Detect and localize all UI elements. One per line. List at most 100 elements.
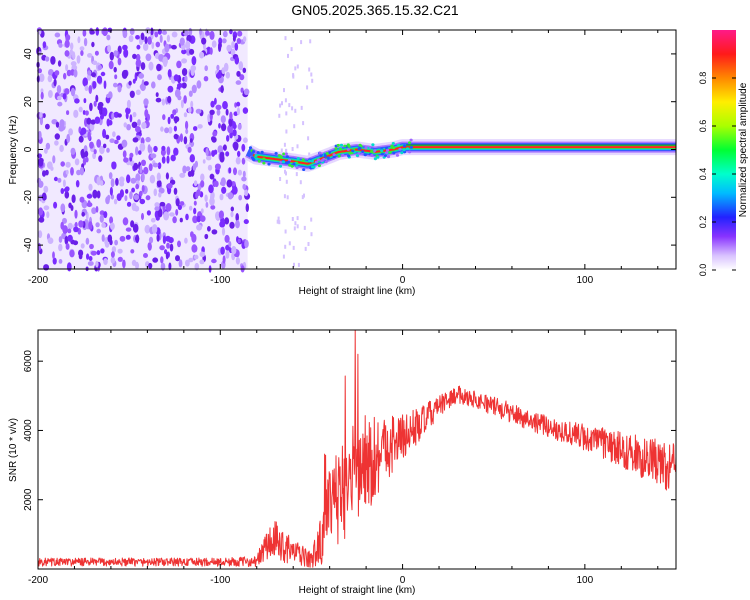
noise-speck <box>100 71 106 77</box>
noise-speck <box>189 154 195 163</box>
noise-speck <box>117 85 122 93</box>
noise-speck <box>54 133 60 140</box>
noise-speck <box>173 187 178 195</box>
noise-speck <box>233 141 239 151</box>
noise-speck <box>83 37 88 47</box>
noise-speck <box>218 42 222 49</box>
noise-speck <box>159 245 165 251</box>
noise-speck <box>92 189 98 199</box>
noise-speck <box>93 100 97 107</box>
noise-speck <box>143 166 149 175</box>
noise-speck <box>205 30 210 36</box>
signal-speck <box>358 146 362 150</box>
colorbar-tick-label: 0.2 <box>698 216 708 229</box>
noise-speck <box>123 122 128 128</box>
faint-streak <box>276 219 279 224</box>
noise-speck <box>113 82 118 88</box>
noise-speck <box>215 104 222 111</box>
noise-speck <box>209 197 215 206</box>
noise-speck <box>78 220 84 228</box>
noise-speck <box>52 155 56 164</box>
faint-streak <box>296 216 299 221</box>
noise-speck <box>81 211 85 217</box>
signal-speck <box>314 160 318 164</box>
noise-speck <box>239 74 245 81</box>
faint-streak <box>294 108 297 113</box>
noise-speck <box>99 180 104 186</box>
noise-speck <box>132 53 137 60</box>
noise-speck <box>147 36 152 44</box>
noise-speck <box>128 35 134 43</box>
signal-speck <box>371 143 375 147</box>
signal-speck <box>339 147 343 151</box>
noise-speck <box>229 111 233 121</box>
signal-speck <box>408 150 412 154</box>
noise-speck <box>237 123 242 130</box>
x-tick-label: -200 <box>28 575 48 586</box>
noise-speck <box>236 70 241 77</box>
colorbar-gradient <box>712 30 736 270</box>
noise-speck <box>130 177 137 184</box>
noise-speck <box>221 123 227 132</box>
noise-speck <box>139 165 143 174</box>
noise-speck <box>77 36 81 44</box>
signal-speck <box>337 154 341 158</box>
noise-speck <box>119 189 124 198</box>
noise-speck <box>100 248 105 254</box>
noise-speck <box>83 98 87 104</box>
faint-streak <box>292 73 295 78</box>
colorbar-label: Normalized spectral amplitude <box>738 82 749 217</box>
noise-speck <box>168 262 172 271</box>
signal-speck <box>319 154 323 158</box>
noise-speck <box>170 154 176 162</box>
noise-speck <box>226 179 233 188</box>
noise-speck <box>65 64 69 72</box>
noise-speck <box>57 177 62 183</box>
noise-speck <box>172 109 177 116</box>
noise-speck <box>220 246 225 255</box>
noise-speck <box>167 116 171 125</box>
colorbar: 0.0 0.2 0.4 0.6 0.8 Normalized spectral ampl… <box>698 30 749 276</box>
noise-speck <box>88 221 93 230</box>
noise-speck <box>64 50 70 57</box>
noise-speck <box>196 224 203 231</box>
noise-speck <box>156 180 162 188</box>
faint-streak <box>285 149 287 154</box>
colorbar-tick-label: 0.4 <box>698 168 708 181</box>
noise-speck <box>42 113 46 119</box>
noise-speck <box>95 260 99 268</box>
signal-speck <box>395 154 400 157</box>
noise-speck <box>145 195 151 201</box>
noise-speck <box>183 136 188 145</box>
noise-speck <box>103 258 108 265</box>
noise-speck <box>71 194 76 203</box>
faint-streak <box>285 179 288 184</box>
noise-speck <box>125 234 131 240</box>
noise-speck <box>178 259 183 268</box>
noise-speck <box>225 250 230 259</box>
faint-streak <box>293 226 296 231</box>
faint-streak <box>296 144 299 149</box>
noise-speck <box>67 228 72 234</box>
noise-speck <box>46 161 53 169</box>
noise-speck <box>242 107 249 114</box>
noise-speck <box>164 249 168 255</box>
y-tick-label: -40 <box>23 237 34 252</box>
noise-speck <box>167 69 172 78</box>
y-tick-label: -20 <box>23 190 34 205</box>
noise-speck <box>122 29 128 39</box>
noise-speck <box>243 137 248 143</box>
noise-speck <box>227 192 234 200</box>
noise-speck <box>184 237 188 244</box>
signal-speck <box>347 154 351 158</box>
noise-speck <box>179 201 185 206</box>
signal-speck <box>332 155 336 159</box>
noise-speck <box>109 138 115 143</box>
signal-speck <box>262 161 266 165</box>
noise-speck <box>107 194 111 201</box>
noise-speck <box>237 30 243 37</box>
noise-speck <box>144 109 149 118</box>
noise-speck <box>70 42 74 51</box>
noise-speck <box>183 112 188 118</box>
